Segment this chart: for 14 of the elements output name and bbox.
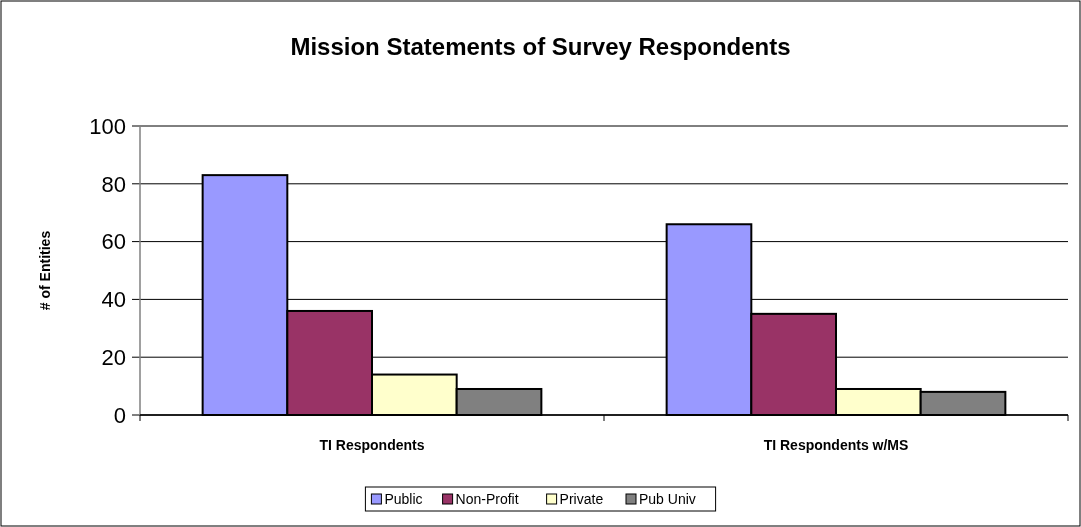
y-axis-title: # of Entities	[37, 230, 53, 311]
y-tick-label: 40	[101, 287, 126, 313]
y-tick-label: 100	[89, 113, 126, 139]
y-tick-label: 0	[113, 402, 126, 428]
legend-label: Non-Profit	[455, 490, 519, 507]
legend-label: Pub Univ	[639, 490, 696, 507]
y-tick-label: 20	[101, 344, 126, 370]
y-tick-label: 60	[101, 229, 126, 255]
chart-title: Mission Statements of Survey Respondents	[290, 33, 791, 60]
legend-label: Private	[559, 490, 604, 507]
y-tick-label: 80	[101, 171, 126, 197]
x-tick-label: TI Respondents w/MS	[763, 437, 909, 453]
x-tick-label: TI Respondents	[319, 437, 425, 453]
legend-label: Public	[384, 490, 423, 507]
